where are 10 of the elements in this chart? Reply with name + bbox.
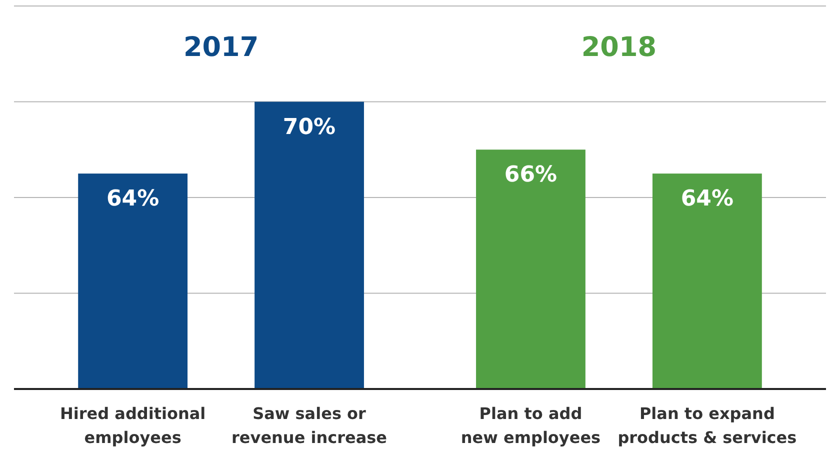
data-label: 66% bbox=[504, 162, 558, 188]
x-tick-label: Plan to expand products & services bbox=[618, 404, 797, 447]
x-tick-label: Saw sales or revenue increase bbox=[232, 404, 388, 447]
x-tick-label: Hired additional employees bbox=[60, 404, 206, 447]
data-label: 64% bbox=[106, 186, 160, 212]
text: 2018 bbox=[581, 32, 657, 63]
data-label: 70% bbox=[282, 114, 336, 140]
series-label: 2017 bbox=[183, 32, 259, 63]
data-label: 64% bbox=[680, 186, 734, 212]
x-tick-label: Plan to add new employees bbox=[460, 404, 601, 447]
